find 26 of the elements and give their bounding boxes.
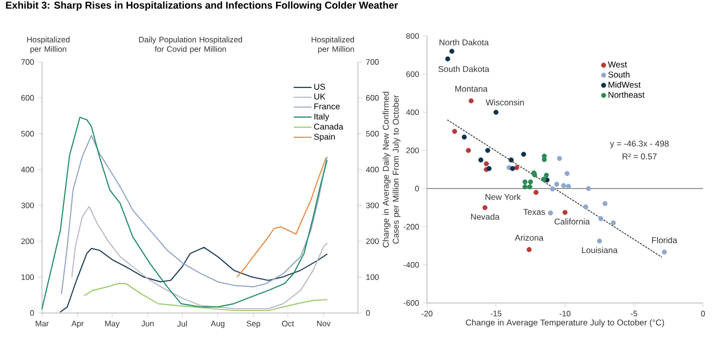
legend-label: Northeast [608,92,645,98]
legend-label: Spain [314,133,335,142]
annotation: Louisiana [582,246,618,254]
legend-label: UK [314,94,326,100]
legend-label: Italy [314,113,330,122]
annotation: y = -46.3x - 498 [610,140,669,148]
legend-label: West [608,62,627,68]
legend-label: MidWest [608,81,641,88]
annotation: Texas [523,209,546,215]
annotation: South Dakota [438,66,490,72]
chart-title: Exhibit 3: Sharp Rises in Hospitalizations and Infections Following Colder Weather [6,1,398,11]
legend-label: Canada [314,123,344,130]
legend-label: US [314,84,326,90]
x-axis-title: Change in Average Temperature July to October (°C) [466,319,664,328]
legend-label: South [608,71,630,78]
annotation: New York [486,194,521,200]
annotation: North Dakota [440,39,489,46]
annotation: Arizona [514,234,544,241]
y-axis-title: Change in Average Daily New Confirmed Cases per Million From July to October [382,92,400,248]
annotation: R² = 0.57 [622,153,657,160]
legend-label: France [314,103,340,110]
annotation: Nevada [471,214,500,220]
annotation: Wisconsin [486,99,524,106]
annotation: Montana [455,86,488,92]
annotation: California [554,218,590,225]
annotation: Florida [652,236,678,244]
